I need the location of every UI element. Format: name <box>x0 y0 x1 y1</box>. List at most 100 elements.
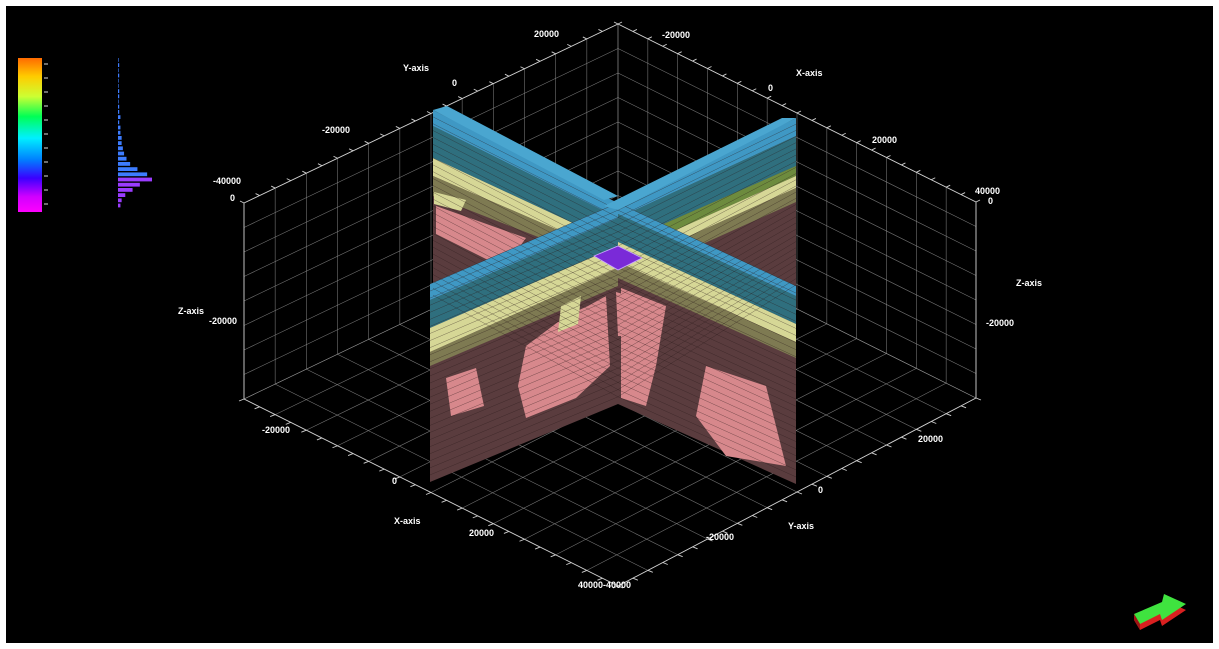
cross-section-slices[interactable] <box>429 106 797 484</box>
grid-line <box>617 585 624 589</box>
grid-line <box>871 452 877 456</box>
layer-line <box>429 209 619 292</box>
layer-line <box>617 235 797 340</box>
grid-line <box>581 569 588 573</box>
3d-scene[interactable]: Y-axis X-axis Z-axis Z-axis X-axis Y-axi… <box>6 6 1213 643</box>
histogram-bar <box>118 182 140 187</box>
colorbar-legend <box>18 58 48 212</box>
3d-viewport[interactable]: Y-axis X-axis Z-axis Z-axis X-axis Y-axi… <box>6 6 1213 643</box>
grid-line <box>677 51 682 55</box>
layer-line <box>617 154 797 247</box>
layer-line <box>617 204 797 304</box>
grid-line <box>945 184 951 188</box>
grid-line <box>380 133 385 137</box>
grid-line <box>503 531 510 534</box>
grid-line <box>632 29 638 32</box>
grid-line <box>960 405 967 409</box>
grid-line <box>632 577 639 581</box>
histogram-bar <box>118 115 121 119</box>
layer-line <box>432 260 619 362</box>
top-x-tick-0: -20000 <box>662 30 690 40</box>
histogram-bar <box>118 68 119 73</box>
layer-line <box>432 240 619 340</box>
grid-line <box>796 110 802 114</box>
layer-line <box>429 339 619 419</box>
layer-line <box>432 288 619 390</box>
grid-line <box>737 80 742 84</box>
grid-line <box>617 121 977 301</box>
layer-line <box>617 224 797 308</box>
grid-line <box>856 460 862 464</box>
histogram-bar <box>118 84 119 88</box>
layer-line <box>617 260 797 343</box>
layer-line <box>432 171 619 268</box>
histogram-bar <box>118 136 122 140</box>
histogram-bar <box>118 94 120 99</box>
layer-line <box>429 288 619 370</box>
grid-line <box>364 140 369 144</box>
layer-line <box>617 382 797 464</box>
grid-line <box>333 155 338 159</box>
layer-line <box>617 259 797 369</box>
grid-line <box>617 97 977 276</box>
grid-line <box>692 546 698 550</box>
grid-line <box>781 103 787 106</box>
grid-line <box>395 126 401 129</box>
grid-line <box>425 492 432 495</box>
layer-line <box>617 161 797 254</box>
layer-line <box>429 367 619 447</box>
grid-line <box>269 414 276 418</box>
layer-line <box>429 231 619 313</box>
layer-line <box>617 231 797 315</box>
layer-line <box>432 281 619 383</box>
layer-line <box>429 353 619 433</box>
layer-line <box>432 253 619 354</box>
layer-line <box>617 173 797 268</box>
histogram-bar <box>118 146 123 151</box>
grid-line <box>916 169 921 173</box>
axis-labels: Y-axis X-axis Z-axis Z-axis X-axis Y-axi… <box>178 29 1042 590</box>
histogram-bar <box>118 172 148 177</box>
grid-line <box>457 96 463 99</box>
grid-line <box>766 507 773 511</box>
layer-line <box>617 353 797 435</box>
grid-line <box>332 445 338 449</box>
layer-line <box>617 238 797 322</box>
grid-line <box>617 48 977 227</box>
grid-line <box>489 81 494 85</box>
layer-line <box>429 303 619 384</box>
top-x-tick-3: 40000 <box>975 186 1000 196</box>
layer-line <box>432 267 619 369</box>
grid-line <box>270 185 276 189</box>
layer-line <box>617 148 797 240</box>
layer-line <box>432 205 619 304</box>
layer-line <box>429 317 619 398</box>
histogram-bar <box>118 141 122 145</box>
layer-line <box>617 136 797 225</box>
layer-line <box>429 382 619 462</box>
layer-line <box>432 246 619 347</box>
histogram-bar <box>118 58 119 62</box>
grid-line <box>916 428 922 432</box>
slice-cap-a <box>433 106 618 200</box>
layer-line <box>617 288 797 372</box>
layer-line <box>432 198 619 297</box>
layer-line <box>429 260 619 341</box>
layer-line <box>617 278 797 390</box>
grid-line <box>945 413 952 417</box>
top-y-tick-0: 20000 <box>534 29 559 39</box>
layer-line <box>617 123 797 211</box>
grid-line <box>535 58 541 62</box>
histogram-bar <box>118 177 152 182</box>
layer-line <box>617 241 797 347</box>
grid-line <box>302 170 307 174</box>
top-y-tick-1: 0 <box>452 78 457 88</box>
layer-line <box>432 144 619 240</box>
layer-line <box>617 185 797 283</box>
grid-line <box>456 507 463 511</box>
orientation-arrow-icon[interactable] <box>1134 594 1186 630</box>
grid-line <box>504 73 510 77</box>
grid-line <box>555 368 917 556</box>
histogram-bar <box>118 162 131 166</box>
layer-line <box>617 198 797 297</box>
